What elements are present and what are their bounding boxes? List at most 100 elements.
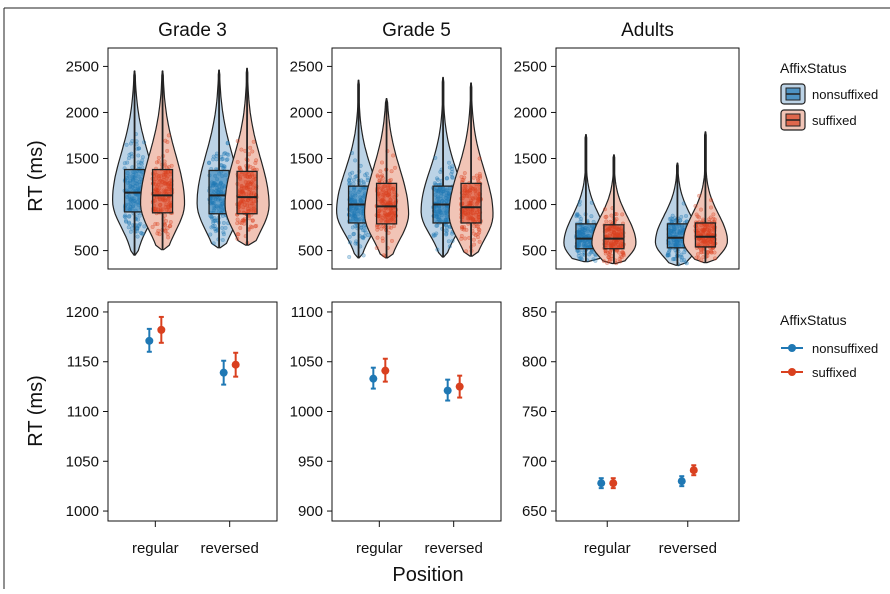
jitter-point-nonsuffixed [361,181,366,186]
jitter-point-suffixed [253,160,258,166]
jitter-point-nonsuffixed [670,257,676,262]
violin-y-tick-label: 1000 [290,197,323,214]
panel-title-1: Grade 5 [382,20,451,41]
jitter-point-nonsuffixed [679,258,684,263]
jitter-point-suffixed [392,165,398,170]
jitter-point-nonsuffixed [347,177,352,182]
jitter-point-suffixed [474,173,479,178]
jitter-point-suffixed [155,231,160,236]
jitter-point-nonsuffixed [347,180,353,185]
violin-y-tick-label: 500 [74,243,99,260]
jitter-point-nonsuffixed [130,226,135,231]
jitter-point-suffixed [464,249,469,254]
jitter-point-suffixed [248,224,253,229]
panel-title-0: Grade 3 [158,20,227,41]
jitter-point-nonsuffixed [435,247,440,252]
jitter-point-nonsuffixed [435,177,441,182]
jitter-point-suffixed [696,255,701,261]
jitter-point-nonsuffixed [135,226,140,231]
jitter-point-nonsuffixed [353,241,358,246]
jitter-point-nonsuffixed [361,236,366,241]
top-legend-label-suffixed: suffixed [812,113,857,128]
mean-point-suffixed [455,382,464,391]
jitter-point-suffixed [476,227,481,232]
violin-y-tick-label: 500 [298,243,323,260]
jitter-point-nonsuffixed [577,256,582,261]
jitter-point-nonsuffixed [361,235,366,240]
jitter-point-suffixed [472,224,477,229]
jitter-point-nonsuffixed [434,176,440,181]
jitter-point-nonsuffixed [351,232,356,237]
jitter-point-suffixed [375,227,380,232]
jitter-point-nonsuffixed [589,214,594,219]
jitter-point-nonsuffixed [665,253,670,258]
jitter-point-suffixed [697,215,702,220]
jitter-point-suffixed [699,249,704,254]
point-y-tick-label: 1100 [67,404,99,421]
jitter-point-suffixed [150,224,155,229]
jitter-point-suffixed [477,230,482,235]
jitter-point-suffixed [477,171,482,176]
jitter-point-nonsuffixed [667,216,672,222]
jitter-point-nonsuffixed [142,224,147,229]
jitter-point-suffixed [476,224,481,229]
point-y-tick-label: 900 [298,503,323,520]
jitter-point-suffixed [165,139,170,145]
jitter-point-suffixed [155,221,160,227]
jitter-point-nonsuffixed [214,153,219,158]
jitter-point-nonsuffixed [450,169,455,174]
jitter-point-suffixed [235,159,240,165]
point-y-tick-label: 700 [522,453,547,470]
jitter-point-nonsuffixed [351,181,356,186]
jitter-point-suffixed [380,238,385,244]
jitter-point-nonsuffixed [578,219,583,224]
jitter-point-suffixed [695,214,700,219]
jitter-point-nonsuffixed [207,160,212,165]
jitter-point-suffixed [699,250,704,255]
jitter-point-nonsuffixed [670,213,675,218]
jitter-point-nonsuffixed [213,229,218,234]
jitter-point-suffixed [604,219,609,224]
jitter-point-nonsuffixed [579,216,584,221]
jitter-point-nonsuffixed [209,225,214,230]
jitter-point-nonsuffixed [579,257,584,262]
jitter-point-nonsuffixed [363,173,368,178]
x-tick-label-regular: regular [356,540,403,557]
jitter-point-nonsuffixed [347,234,352,239]
jitter-point-nonsuffixed [682,257,687,263]
jitter-point-nonsuffixed [136,217,141,222]
jitter-point-suffixed [618,259,623,264]
jitter-point-nonsuffixed [444,232,449,237]
jitter-point-nonsuffixed [221,220,226,225]
jitter-point-suffixed [237,165,242,171]
jitter-point-nonsuffixed [350,150,355,156]
jitter-point-suffixed [712,256,718,261]
jitter-point-nonsuffixed [590,250,595,255]
jitter-point-suffixed [474,224,479,229]
jitter-point-nonsuffixed [130,165,135,170]
jitter-point-nonsuffixed [126,156,131,161]
jitter-point-suffixed [380,236,385,241]
mean-point-suffixed [381,366,390,375]
jitter-point-nonsuffixed [130,154,135,159]
jitter-point-suffixed [605,260,610,265]
jitter-point-nonsuffixed [347,254,352,260]
violin-y-tick-label: 1500 [66,151,99,168]
violin-y-tick-label: 2000 [66,104,99,121]
jitter-point-nonsuffixed [214,226,219,231]
jitter-point-suffixed [235,232,240,237]
jitter-point-nonsuffixed [351,177,356,182]
jitter-point-suffixed [711,216,716,221]
panel-title-2: Adults [621,20,674,41]
jitter-point-nonsuffixed [347,178,352,183]
jitter-point-suffixed [477,175,483,180]
jitter-point-nonsuffixed [124,142,129,147]
jitter-point-nonsuffixed [139,160,144,165]
jitter-point-nonsuffixed [353,224,358,229]
jitter-point-nonsuffixed [363,230,368,235]
jitter-point-suffixed [163,228,168,233]
jitter-point-nonsuffixed [139,231,144,236]
point-panel-0 [107,301,278,522]
jitter-point-nonsuffixed [225,157,230,162]
jitter-point-nonsuffixed [127,214,132,219]
